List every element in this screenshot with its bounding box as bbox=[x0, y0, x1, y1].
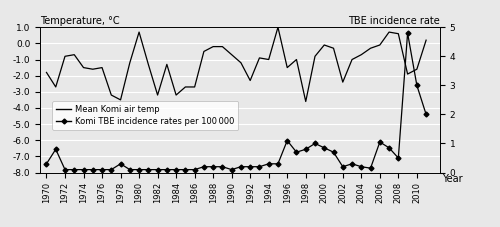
Legend: Mean Komi air temp, Komi TBE incidence rates per 100 000: Mean Komi air temp, Komi TBE incidence r… bbox=[52, 101, 238, 130]
Text: TBE incidence rate: TBE incidence rate bbox=[348, 16, 440, 26]
Text: Temperature, °C: Temperature, °C bbox=[40, 16, 119, 26]
Text: Year: Year bbox=[442, 174, 462, 184]
